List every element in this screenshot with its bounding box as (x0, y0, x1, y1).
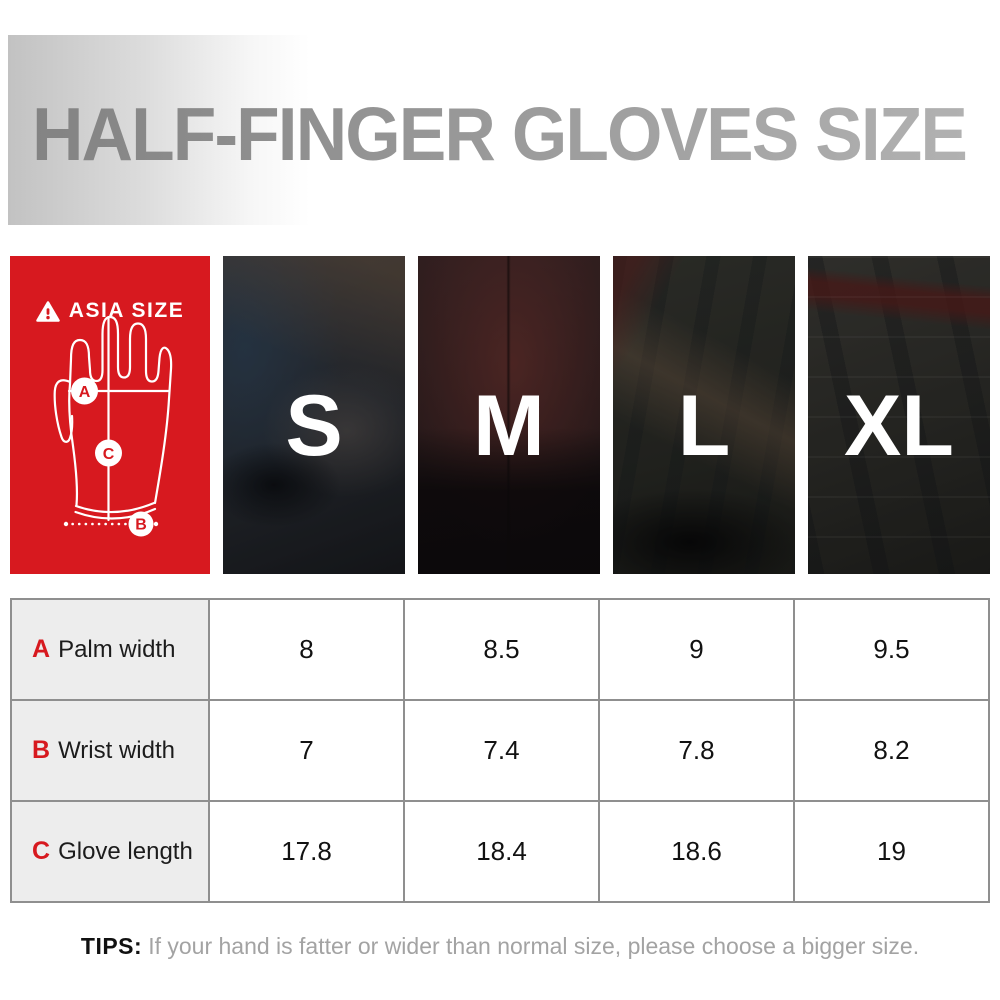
size-letter-s: S (285, 377, 343, 474)
marker-a-label: A (79, 384, 91, 401)
size-photo-l: L (613, 256, 795, 574)
warning-triangle-icon (36, 300, 60, 322)
row-header: A Palm width (10, 598, 210, 701)
page-title: HALF-FINGER GLOVES SIZE (32, 92, 968, 176)
table-row-wrist-width: B Wrist width 7 7.4 7.8 8.2 (10, 699, 990, 802)
asia-size-heading: ASIA SIZE (10, 299, 210, 323)
cell-length-s: 17.8 (208, 800, 405, 903)
glove-measure-diagram: A C B (53, 315, 173, 537)
glove-thumb (53, 379, 74, 443)
marker-c-circle (95, 439, 122, 467)
size-photo-s: S (223, 256, 405, 574)
cell-palm-s: 8 (208, 598, 405, 701)
cell-wrist-l: 7.8 (598, 699, 795, 802)
measure-b-left-dot (63, 521, 69, 527)
cell-length-xl: 19 (793, 800, 990, 903)
row-header: B Wrist width (10, 699, 210, 802)
glove-outline (68, 315, 173, 505)
marker-b-circle (128, 511, 154, 537)
cell-wrist-s: 7 (208, 699, 405, 802)
cell-length-m: 18.4 (403, 800, 600, 903)
cell-palm-l: 9 (598, 598, 795, 701)
photo-shade (223, 256, 405, 574)
table-row-glove-length: C Glove length 17.8 18.4 18.6 19 (10, 800, 990, 903)
row-label: Wrist width (58, 737, 175, 764)
header: HALF-FINGER GLOVES SIZE (0, 0, 1000, 225)
size-band: ASIA SIZE A C (10, 256, 990, 574)
size-letter-l: L (677, 377, 731, 474)
page-root: HALF-FINGER GLOVES SIZE ASIA SIZE (0, 0, 1000, 960)
cell-wrist-m: 7.4 (403, 699, 600, 802)
cell-palm-xl: 9.5 (793, 598, 990, 701)
glove-cuff-line-1 (74, 501, 156, 514)
table-row-palm-width: A Palm width 8 8.5 9 9.5 (10, 598, 990, 701)
marker-c-label: C (103, 446, 115, 463)
glove-left-edge (71, 444, 79, 507)
marker-b-label: B (135, 517, 147, 534)
row-header: C Glove length (10, 800, 210, 903)
row-key: B (32, 736, 51, 764)
tips-text: If your hand is fatter or wider than nor… (148, 933, 920, 959)
size-photo-m: M (418, 256, 600, 574)
row-key: A (32, 635, 51, 663)
tips-label: TIPS: (80, 933, 143, 959)
photo-shade (808, 256, 990, 574)
title-gradient-block (8, 35, 310, 225)
row-key: C (32, 837, 51, 865)
cell-length-l: 18.6 (598, 800, 795, 903)
photo-shade (613, 256, 795, 574)
row-label: Palm width (58, 636, 176, 663)
asia-size-panel: ASIA SIZE A C (10, 256, 210, 574)
marker-a-circle (71, 377, 98, 405)
size-letter-m: M (473, 377, 545, 474)
cell-wrist-xl: 8.2 (793, 699, 990, 802)
size-letter-xl: XL (844, 377, 954, 474)
measure-b-right-dot (153, 521, 159, 527)
tips-line: TIPS: If your hand is fatter or wider tha… (0, 933, 1000, 960)
row-label: Glove length (58, 838, 193, 865)
asia-size-label: ASIA SIZE (68, 299, 185, 322)
size-photo-xl: XL (808, 256, 990, 574)
photo-shade (418, 256, 600, 574)
glove-cuff-line-2 (74, 507, 157, 520)
cell-palm-m: 8.5 (403, 598, 600, 701)
size-table: A Palm width 8 8.5 9 9.5 B Wrist width 7 7… (10, 598, 990, 903)
